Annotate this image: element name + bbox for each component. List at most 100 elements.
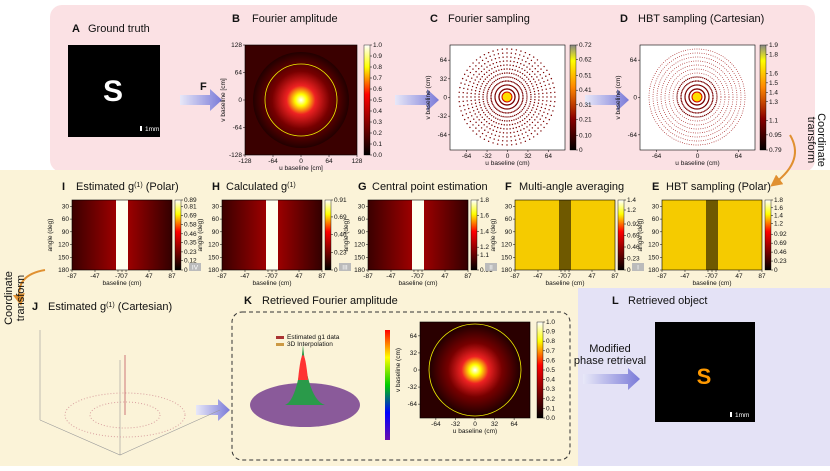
sample-dot — [688, 114, 691, 117]
plot-frame — [419, 321, 531, 419]
colorbar-label: 1.4 — [769, 89, 778, 96]
sample-dot — [504, 116, 506, 118]
sample-dot — [523, 128, 525, 130]
sample-dot — [684, 99, 687, 102]
sample-dot — [517, 58, 520, 60]
sample-dot — [503, 120, 506, 122]
sample-dot — [525, 61, 527, 63]
sample-dot — [474, 113, 476, 115]
sample-dot — [529, 100, 532, 103]
sample-dot — [475, 87, 478, 89]
sample-dot — [708, 98, 710, 101]
x-tick-label: -128 — [238, 158, 251, 165]
sample-dot — [523, 113, 525, 115]
sample-dot — [527, 78, 530, 80]
x-axis-label: baseline (cm) — [692, 280, 731, 287]
colorbar-label: 0.2 — [546, 396, 555, 403]
x-tick-label: 7 — [567, 273, 571, 280]
sample-dot — [550, 114, 553, 117]
sample-dot — [502, 115, 504, 118]
x-tick-label: 64 — [325, 158, 333, 165]
sample-dot — [478, 96, 480, 98]
sample-dot — [502, 132, 505, 134]
sample-dot — [458, 101, 460, 103]
sample-dot — [471, 77, 473, 79]
y-tick-label: 64 — [235, 70, 243, 77]
y-axis-label: v baseline [cm] — [220, 78, 227, 122]
sample-ring — [660, 60, 734, 134]
sample-dot — [503, 124, 505, 126]
sample-dot — [497, 126, 499, 129]
sample-dot — [495, 91, 497, 94]
x-tick-label: 87 — [758, 273, 766, 280]
y-tick-label: 64 — [410, 333, 418, 340]
sample-dot — [680, 100, 683, 103]
sample-dot — [480, 121, 483, 124]
panel-title: Retrieved object — [628, 295, 708, 307]
y-tick-label: 90 — [212, 229, 220, 236]
x-tick-label: -64 — [462, 153, 472, 160]
sample-dot — [680, 93, 683, 95]
sample-dot — [494, 75, 497, 77]
sample-dot — [463, 104, 465, 107]
sample-dot — [501, 107, 504, 109]
sample-dot — [682, 87, 685, 89]
sample-dot — [499, 119, 501, 121]
sample-dot — [714, 103, 717, 106]
sample-dot — [509, 124, 511, 126]
y-tick-label: 128 — [231, 42, 242, 49]
colorbar-label: 1.6 — [769, 70, 778, 77]
sample-dot — [690, 85, 693, 88]
x-axis-label: baseline (cm) — [252, 280, 291, 287]
sample-dot — [489, 128, 491, 130]
sample-dot — [549, 87, 551, 90]
sample-dot — [523, 86, 526, 89]
sample-dot — [539, 118, 541, 120]
sample-dot — [531, 65, 534, 67]
x-tick-label: -47 — [90, 273, 100, 280]
sample-dot — [693, 108, 696, 110]
sample-dot — [493, 71, 495, 74]
colorbar-label: 1.2 — [480, 244, 489, 251]
sample-dot — [548, 118, 551, 121]
sample-dot — [483, 103, 485, 105]
sample-dot — [548, 83, 550, 85]
sample-dot — [459, 86, 461, 89]
sample-dot — [499, 86, 502, 88]
sample-dot — [541, 89, 544, 91]
colorbar-label: 1.8 — [769, 51, 778, 58]
colorbar-label: 0.58 — [184, 221, 197, 228]
sample-dot — [532, 114, 535, 116]
colorbar-label: 0.46 — [184, 231, 197, 238]
sample-dot — [540, 124, 542, 126]
colorbar-label: 0.95 — [769, 132, 782, 139]
title-part: Estimated g — [48, 301, 106, 313]
sample-dot — [471, 85, 474, 88]
legend-swatch — [276, 343, 284, 346]
sample-dot — [482, 96, 484, 98]
colorbar-label: 0.6 — [546, 357, 555, 364]
sample-dot — [528, 63, 530, 65]
sample-dot — [503, 68, 505, 70]
sample-dot — [484, 105, 486, 107]
sample-dot — [511, 68, 514, 71]
x-tick-label: 47 — [295, 273, 303, 280]
sample-dot — [550, 91, 552, 94]
sample-dot — [478, 93, 480, 95]
sample-dot — [676, 98, 678, 100]
sample-dot — [478, 101, 481, 104]
sample-dot — [515, 118, 517, 120]
sample-dot — [525, 92, 528, 94]
sample-dot — [494, 84, 497, 87]
sample-dot — [538, 113, 540, 115]
sample-dot — [677, 88, 680, 91]
retrieved-shape: S — [697, 364, 712, 389]
sample-dot — [698, 116, 700, 118]
sample-dot — [527, 135, 529, 137]
colorbar-label: 0.69 — [627, 233, 640, 240]
sample-dot — [544, 107, 546, 110]
sample-dot — [684, 96, 686, 98]
sample-dot — [685, 79, 687, 82]
sample-dot — [509, 128, 511, 130]
sample-dot — [506, 56, 508, 58]
